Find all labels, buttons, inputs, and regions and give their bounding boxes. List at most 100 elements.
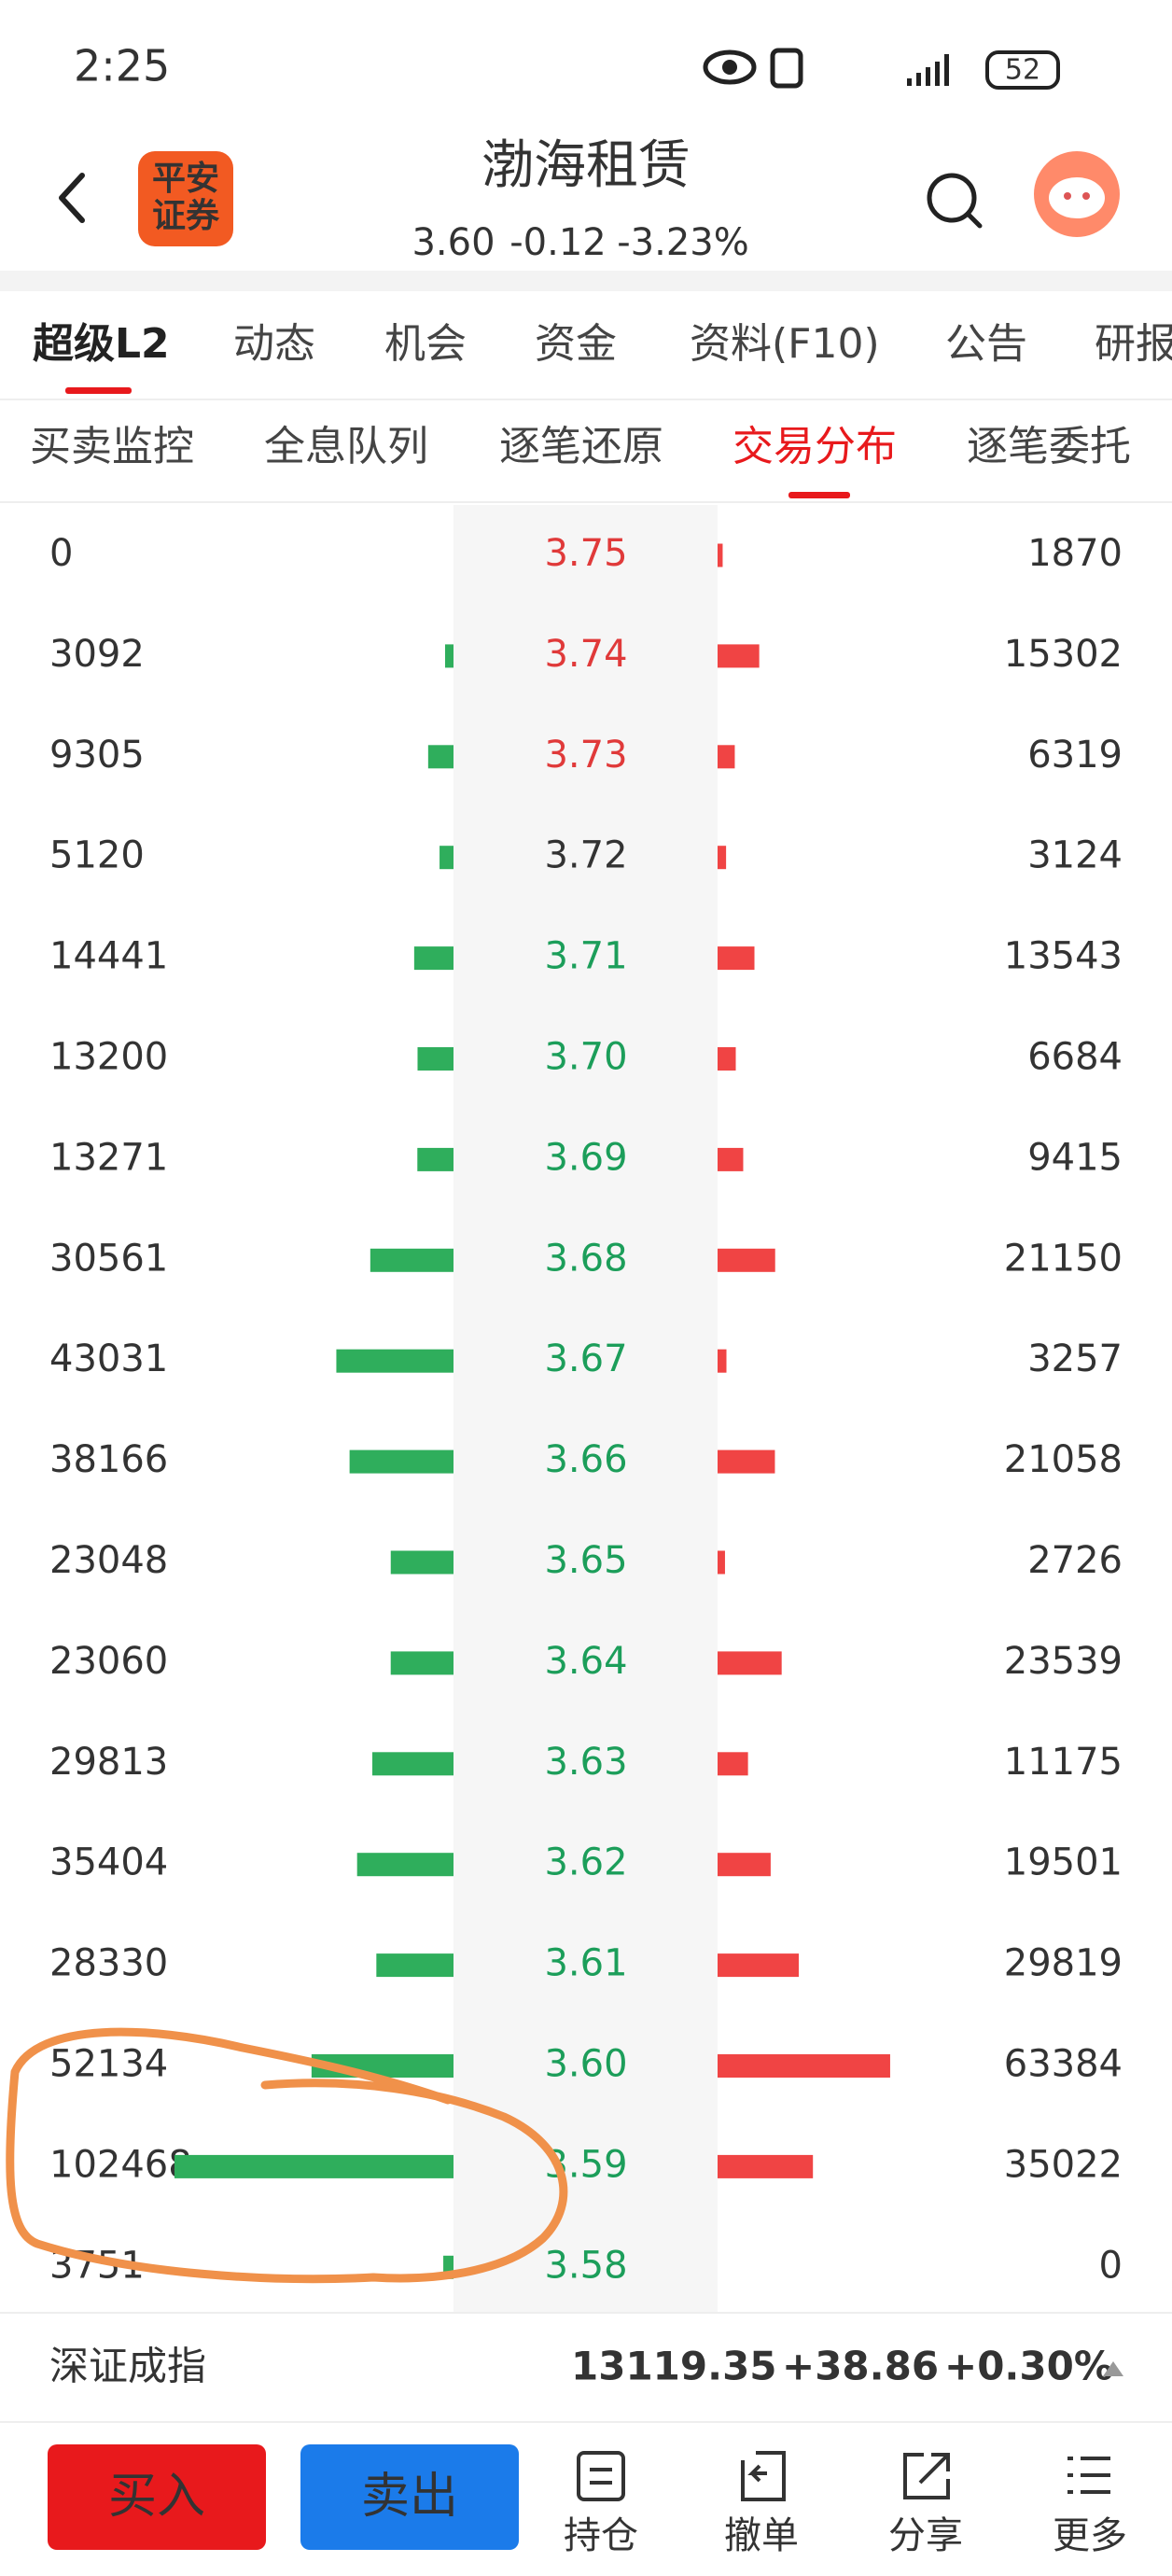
price: 3.68	[544, 1237, 627, 1280]
right-volume: 19501	[1004, 1841, 1123, 1884]
right-bar	[718, 2054, 890, 2078]
right-volume: 1870	[1027, 532, 1123, 575]
subtab[interactable]: 买卖监控	[30, 423, 194, 470]
left-volume: 13271	[49, 1136, 168, 1179]
left-volume: 30561	[49, 1237, 168, 1280]
right-bar	[718, 2154, 814, 2178]
left-bar	[443, 2255, 453, 2279]
index-change-pct: +0.30%	[944, 2344, 1113, 2389]
price: 3.65	[544, 1539, 627, 1582]
right-volume: 29819	[1004, 1942, 1123, 1985]
stock-change: -0.12	[509, 221, 607, 264]
subtab[interactable]: 逐笔委托	[967, 423, 1131, 470]
right-volume: 13543	[1004, 935, 1123, 978]
tab-bar: 超级L2 动态 机会 资金 资料(F10) 公告 研报	[33, 320, 1172, 394]
right-volume: 21058	[1004, 1438, 1123, 1481]
right-volume: 9415	[1027, 1136, 1123, 1179]
divider	[0, 2421, 1172, 2423]
price: 3.61	[544, 1942, 627, 1985]
price: 3.72	[544, 834, 627, 877]
battery	[985, 50, 1060, 90]
right-bar	[718, 644, 760, 668]
right-volume: 15302	[1004, 633, 1123, 676]
left-volume: 102468	[49, 2143, 192, 2186]
divider	[0, 501, 1172, 503]
tab[interactable]: 公告	[945, 320, 1027, 368]
right-volume: 3257	[1027, 1337, 1123, 1380]
price: 3.75	[544, 532, 627, 575]
separator	[0, 271, 1172, 291]
left-bar	[427, 745, 453, 769]
left-volume: 35404	[49, 1841, 168, 1884]
avatar[interactable]	[1034, 151, 1120, 237]
right-bar	[718, 1953, 800, 1978]
right-bar	[718, 846, 727, 870]
right-bar	[718, 1853, 771, 1877]
buy-button[interactable]	[48, 2444, 266, 2550]
stock-price: 3.60	[412, 221, 495, 264]
price-column	[453, 505, 718, 2312]
distribution-table: 0 3.75 1870 3092 3.74 15302 9305 3.73 6319 5120 3.…	[49, 532, 1123, 2287]
buy-label: 买入	[108, 2469, 205, 2525]
logo[interactable]	[138, 151, 233, 246]
search-button[interactable]	[927, 173, 983, 229]
price: 3.64	[544, 1640, 627, 1683]
action-label[interactable]: 持仓	[564, 2514, 638, 2557]
left-bar	[413, 946, 453, 971]
left-volume: 23048	[49, 1539, 168, 1582]
action-icons	[577, 2451, 1110, 2501]
left-bar	[370, 1248, 453, 1272]
left-volume: 9305	[49, 734, 145, 777]
subtab[interactable]: 交易分布	[732, 423, 897, 470]
price: 3.74	[544, 633, 627, 676]
stock-change-pct: -3.23%	[617, 221, 749, 264]
action-label[interactable]: 撤单	[724, 2514, 799, 2557]
tab[interactable]: 机会	[384, 320, 467, 368]
tab-indicator	[65, 387, 132, 394]
annotation-circle	[6, 2027, 568, 2284]
right-bar	[718, 1449, 775, 1474]
price: 3.63	[544, 1741, 627, 1784]
left-volume: 28330	[49, 1942, 168, 1985]
subtab[interactable]: 全息队列	[264, 423, 428, 470]
price: 3.67	[544, 1337, 627, 1380]
tab[interactable]: 研报	[1095, 320, 1172, 368]
action-label[interactable]: 更多	[1053, 2514, 1127, 2557]
left-bar	[440, 846, 453, 870]
action-bar: 持仓 撤单 分享 更多	[564, 2514, 1127, 2557]
action-label[interactable]: 分享	[888, 2514, 963, 2557]
subtab[interactable]: 逐笔还原	[499, 423, 663, 470]
left-bar	[336, 1349, 453, 1373]
back-button[interactable]	[59, 173, 85, 223]
left-volume: 5120	[49, 834, 145, 877]
left-volume: 29813	[49, 1741, 168, 1784]
left-bar	[349, 1449, 453, 1474]
right-volume: 3124	[1027, 834, 1123, 877]
left-bar	[417, 1047, 453, 1071]
tab[interactable]: 动态	[233, 320, 315, 368]
right-volume: 11175	[1004, 1741, 1123, 1784]
right-bar	[718, 1550, 725, 1575]
sell-button[interactable]	[300, 2444, 519, 2550]
tab[interactable]: 超级L2	[33, 320, 170, 368]
tab[interactable]: 资料(F10)	[690, 320, 880, 368]
price: 3.60	[544, 2043, 627, 2086]
left-volume: 38166	[49, 1438, 168, 1481]
price: 3.70	[544, 1036, 627, 1079]
expand-icon[interactable]	[1103, 2361, 1123, 2376]
price: 3.62	[544, 1841, 627, 1884]
logo-text: 平安	[152, 160, 219, 198]
divider	[0, 2312, 1172, 2314]
price: 3.71	[544, 935, 627, 978]
price: 3.58	[544, 2244, 627, 2287]
right-bar	[718, 1752, 748, 1776]
price: 3.69	[544, 1136, 627, 1179]
subtab-indicator	[788, 492, 850, 498]
divider	[0, 399, 1172, 400]
left-volume: 0	[49, 532, 73, 575]
battery-level: 52	[1005, 54, 1040, 87]
right-bar	[718, 543, 723, 567]
right-volume: 21150	[1004, 1237, 1123, 1280]
left-bar	[356, 1853, 453, 1877]
tab[interactable]: 资金	[535, 320, 617, 368]
